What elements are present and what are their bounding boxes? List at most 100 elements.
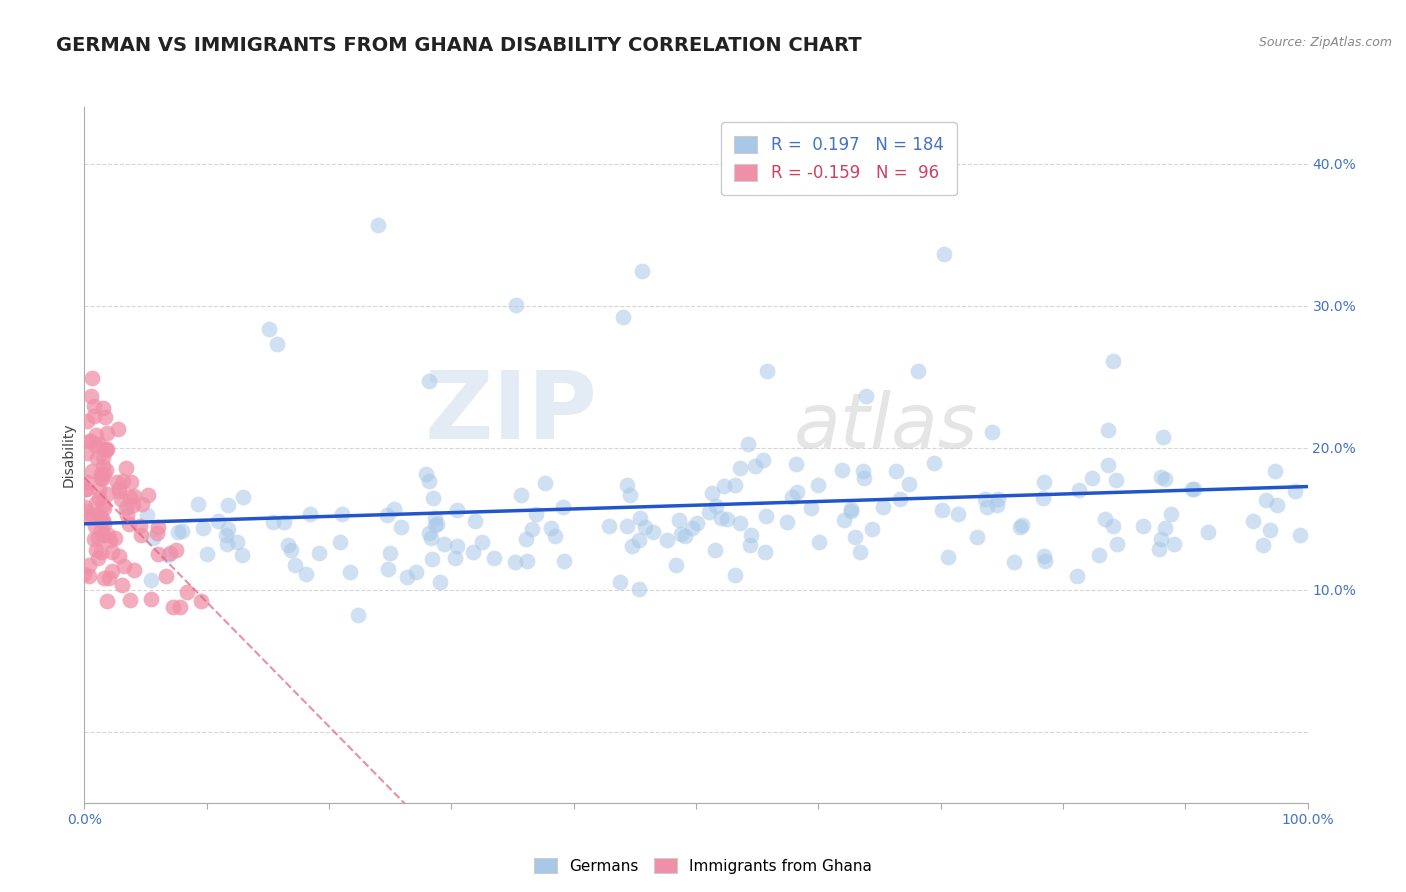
Point [167,524,190,539]
Point [108,484,131,499]
Point [298,507,321,521]
Point [79,434,101,448]
Point [367,218,389,232]
Point [628,510,651,524]
Point [93,467,115,481]
Point [80,371,103,385]
Point [1094,512,1116,526]
Point [724,478,747,492]
Point [75,500,97,515]
Point [540,521,562,535]
Point [75,504,97,518]
Point [710,511,733,525]
Point [146,520,169,534]
Point [751,453,773,467]
Point [191,521,214,535]
Point [669,527,692,541]
Point [86,507,108,521]
Point [1105,537,1128,551]
Point [110,491,132,506]
Point [934,247,956,261]
Point [382,502,405,516]
Point [1102,519,1125,533]
Point [377,562,399,576]
Point [446,539,468,553]
Point [628,582,651,596]
Point [609,575,631,590]
Point [217,498,239,512]
Point [907,364,929,378]
Point [831,463,853,477]
Point [122,489,145,503]
Point [87,483,110,497]
Point [1011,517,1033,532]
Point [346,607,368,622]
Point [702,485,724,500]
Point [98,533,121,547]
Point [90,523,112,537]
Point [136,488,159,502]
Point [82,509,104,524]
Point [1132,518,1154,533]
Point [1097,424,1119,438]
Point [104,531,127,545]
Point [142,531,165,545]
Point [786,484,808,499]
Point [839,501,862,516]
Point [83,519,105,533]
Point [621,539,644,553]
Point [84,438,107,452]
Point [852,471,875,485]
Point [986,498,1008,512]
Point [544,529,567,543]
Point [737,437,759,451]
Text: Source: ZipAtlas.com: Source: ZipAtlas.com [1258,36,1392,49]
Point [1160,508,1182,522]
Point [1289,528,1312,542]
Point [415,467,437,481]
Point [1032,475,1054,489]
Point [987,491,1010,506]
Point [860,167,883,181]
Point [931,503,953,517]
Point [73,567,96,582]
Point [90,545,112,559]
Point [217,522,239,536]
Point [839,503,862,517]
Point [97,527,120,541]
Point [90,471,112,485]
Point [444,551,467,566]
Point [1241,514,1264,528]
Point [1284,483,1306,498]
Point [785,457,807,471]
Point [135,508,157,522]
Point [860,522,883,536]
Point [681,521,703,535]
Point [101,564,124,578]
Point [844,530,866,544]
Point [716,512,738,526]
Text: ZIP: ZIP [425,368,598,459]
Point [631,264,654,278]
Point [207,514,229,528]
Point [897,477,920,491]
Point [87,491,110,505]
Point [740,527,762,541]
Point [484,550,506,565]
Point [94,442,117,457]
Point [713,478,735,492]
Point [728,516,751,530]
Point [418,374,440,388]
Point [425,517,447,532]
Point [418,474,440,488]
Point [1265,498,1288,512]
Point [170,524,193,538]
Point [510,488,533,502]
Point [97,571,120,585]
Point [1150,469,1173,483]
Point [780,491,803,505]
Point [855,389,877,403]
Point [159,546,181,560]
Point [115,508,138,522]
Point [330,507,353,521]
